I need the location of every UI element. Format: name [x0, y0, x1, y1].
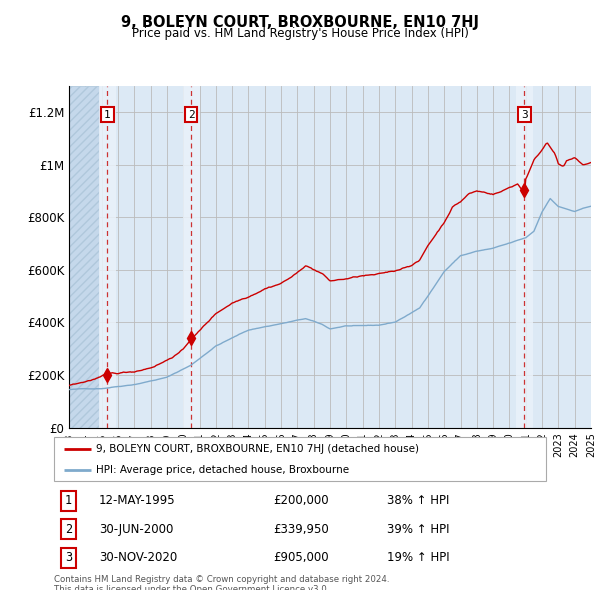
Text: 9, BOLEYN COURT, BROXBOURNE, EN10 7HJ (detached house): 9, BOLEYN COURT, BROXBOURNE, EN10 7HJ (d… [96, 444, 419, 454]
Text: 1: 1 [104, 110, 111, 120]
Text: 2: 2 [188, 110, 195, 120]
Bar [69, 86, 100, 428]
Text: Contains HM Land Registry data © Crown copyright and database right 2024.
This d: Contains HM Land Registry data © Crown c… [54, 575, 389, 590]
Text: Price paid vs. HM Land Registry's House Price Index (HPI): Price paid vs. HM Land Registry's House … [131, 27, 469, 40]
Text: 39% ↑ HPI: 39% ↑ HPI [387, 523, 449, 536]
Text: 30-NOV-2020: 30-NOV-2020 [99, 551, 177, 564]
Bar [516, 86, 533, 428]
Text: 9, BOLEYN COURT, BROXBOURNE, EN10 7HJ: 9, BOLEYN COURT, BROXBOURNE, EN10 7HJ [121, 15, 479, 30]
Text: 1: 1 [65, 494, 72, 507]
FancyBboxPatch shape [54, 437, 546, 481]
Text: £339,950: £339,950 [273, 523, 329, 536]
Text: 3: 3 [521, 110, 528, 120]
Text: HPI: Average price, detached house, Broxbourne: HPI: Average price, detached house, Brox… [96, 465, 349, 475]
Text: 2: 2 [65, 523, 72, 536]
Text: 30-JUN-2000: 30-JUN-2000 [99, 523, 173, 536]
Text: 19% ↑ HPI: 19% ↑ HPI [387, 551, 449, 564]
Bar [183, 86, 199, 428]
Text: £905,000: £905,000 [273, 551, 329, 564]
Text: 3: 3 [65, 551, 72, 564]
Text: 12-MAY-1995: 12-MAY-1995 [99, 494, 176, 507]
Bar [100, 86, 116, 428]
Text: 38% ↑ HPI: 38% ↑ HPI [387, 494, 449, 507]
Text: £200,000: £200,000 [273, 494, 329, 507]
